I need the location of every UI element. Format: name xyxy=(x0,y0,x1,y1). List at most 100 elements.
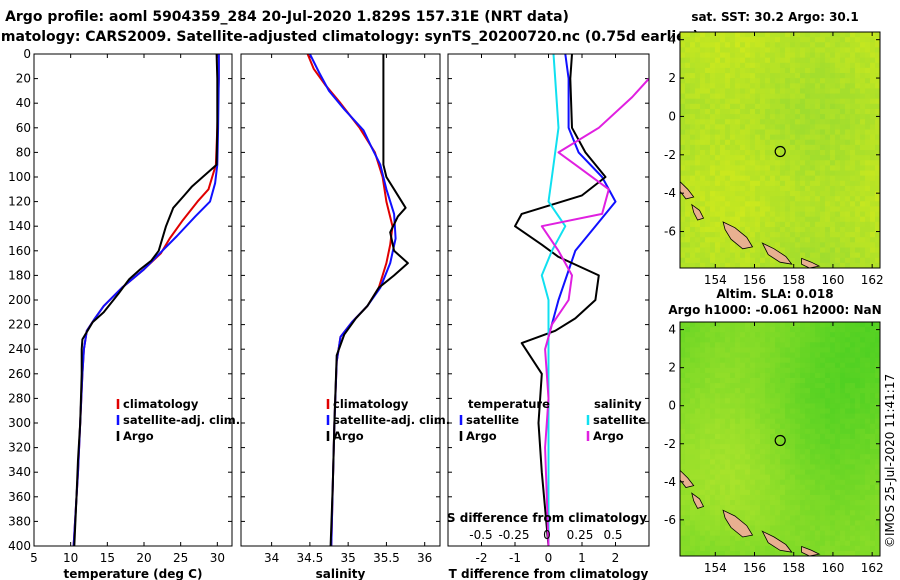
map-cell xyxy=(685,505,691,511)
map-cell xyxy=(840,83,846,89)
map-cell xyxy=(775,525,781,532)
map-cell xyxy=(830,216,836,223)
map-cell xyxy=(720,474,726,481)
map-cell xyxy=(830,175,836,182)
map-cell xyxy=(860,226,866,233)
map-cell xyxy=(805,398,811,404)
map-cell xyxy=(785,201,791,207)
map-cell xyxy=(695,377,701,384)
map-cell xyxy=(760,423,766,430)
map-cell xyxy=(800,180,806,187)
map-cell xyxy=(755,322,761,328)
y-tick-label: 20 xyxy=(16,72,31,86)
map-cell xyxy=(830,464,836,471)
lat-tick-label: -2 xyxy=(664,437,676,451)
map-cell xyxy=(830,484,836,491)
map-cell xyxy=(790,211,796,218)
map-cell xyxy=(860,237,866,243)
map-cell xyxy=(870,337,876,343)
map-cell xyxy=(825,98,831,105)
map-cell xyxy=(850,459,856,465)
map-cell xyxy=(715,185,721,192)
map-cell xyxy=(805,377,811,384)
map-cell xyxy=(740,377,746,384)
map-cell xyxy=(680,242,686,248)
map-cell xyxy=(715,322,721,328)
map-cell xyxy=(735,433,741,440)
map-cell xyxy=(720,191,726,197)
map-cell xyxy=(730,185,736,192)
map-cell xyxy=(770,510,776,516)
map-cell xyxy=(715,42,721,48)
map-cell xyxy=(820,388,826,394)
map-cell xyxy=(850,494,856,501)
map-cell xyxy=(785,67,791,74)
map-cell xyxy=(805,408,811,415)
map-cell xyxy=(695,62,701,69)
map-cell xyxy=(790,388,796,394)
map-cell xyxy=(720,479,726,486)
map-cell xyxy=(805,393,811,399)
map-cell xyxy=(695,367,701,374)
map-cell xyxy=(745,444,751,450)
map-cell xyxy=(750,57,756,64)
map-cell xyxy=(850,535,856,542)
map-cell xyxy=(715,221,721,228)
map-cell xyxy=(840,252,846,259)
map-cell xyxy=(815,408,821,415)
map-cell xyxy=(755,211,761,218)
map-cell xyxy=(700,175,706,182)
map-cell xyxy=(820,124,826,130)
map-cell xyxy=(795,352,801,359)
map-cell xyxy=(745,196,751,202)
map-cell xyxy=(835,252,841,259)
map-cell xyxy=(825,510,831,516)
map-cell xyxy=(700,160,706,166)
map-cell xyxy=(740,170,746,177)
map-cell xyxy=(820,237,826,243)
lat-tick-label: -6 xyxy=(664,513,676,527)
map-cell xyxy=(700,489,706,496)
map-cell xyxy=(745,67,751,74)
map-cell xyxy=(680,160,686,166)
map-cell xyxy=(790,383,796,389)
map-cell xyxy=(685,357,691,364)
map-cell xyxy=(820,377,826,384)
map-cell xyxy=(735,423,741,430)
map-cell xyxy=(685,428,691,435)
map-cell xyxy=(795,185,801,192)
map-cell xyxy=(705,449,711,455)
map-cell xyxy=(865,114,871,120)
map-cell xyxy=(800,459,806,465)
map-cell xyxy=(795,47,801,54)
map-cell xyxy=(730,165,736,172)
map-cell xyxy=(705,216,711,223)
map-cell xyxy=(840,327,846,333)
map-cell xyxy=(860,108,866,115)
map-cell xyxy=(785,464,791,471)
map-cell xyxy=(870,469,876,476)
map-cell xyxy=(690,257,696,264)
map-cell xyxy=(865,484,871,491)
map-cell xyxy=(705,505,711,511)
map-cell xyxy=(805,62,811,69)
map-cell xyxy=(750,413,756,420)
map-cell xyxy=(790,433,796,440)
map-cell xyxy=(840,134,846,141)
island-landmass xyxy=(761,242,793,265)
map-cell xyxy=(840,78,846,84)
map-cell xyxy=(735,540,741,547)
map-cell xyxy=(710,428,716,435)
map-cell xyxy=(855,489,861,496)
map-cell xyxy=(785,342,791,348)
map-cell xyxy=(745,93,751,100)
map-cell xyxy=(775,393,781,399)
map-cell xyxy=(720,252,726,259)
map-cell xyxy=(760,479,766,486)
map-cell xyxy=(755,37,761,43)
map-cell xyxy=(755,449,761,455)
map-cell xyxy=(795,124,801,130)
legend-label: Argo xyxy=(123,429,154,443)
map-cell xyxy=(790,252,796,259)
map-cell xyxy=(720,413,726,420)
